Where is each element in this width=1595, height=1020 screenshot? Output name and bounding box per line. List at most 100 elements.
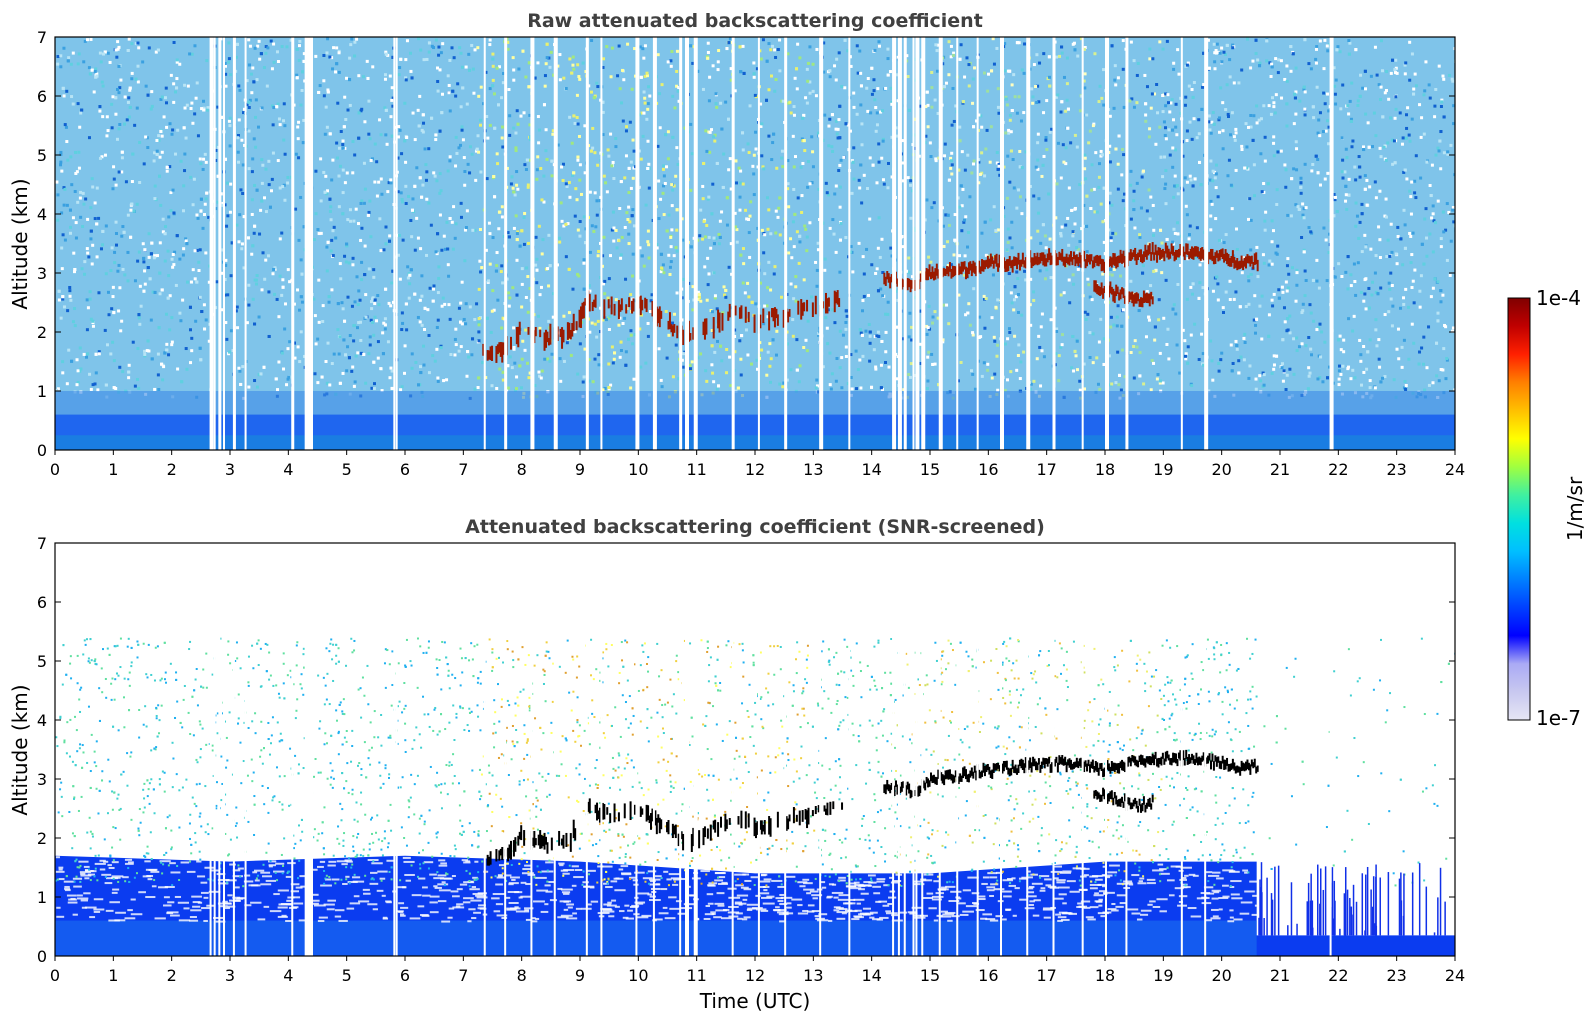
raw-noise-speckle (350, 304, 354, 308)
raw-noise-speckle (1316, 157, 1320, 161)
raw-noise-speckle (121, 370, 125, 374)
raw-noise-speckle (996, 167, 1000, 171)
raw-noise-speckle (633, 47, 637, 51)
raw-noise-speckle (1304, 344, 1308, 348)
raw-noise-speckle (413, 184, 417, 188)
raw-noise-speckle (1222, 310, 1225, 314)
raw-noise-speckle (950, 172, 954, 176)
raw-noise-speckle (846, 382, 850, 386)
raw-noise-speckle (814, 386, 818, 390)
raw-noise-speckle (1262, 182, 1266, 186)
raw-noise-speckle (1006, 154, 1010, 158)
raw-noise-speckle (859, 71, 863, 75)
raw-noise-speckle (83, 260, 87, 264)
raw-noise-speckle (91, 324, 95, 328)
raw-noise-speckle (619, 253, 623, 257)
raw-noise-speckle (438, 191, 442, 195)
raw-noise-speckle (623, 176, 627, 180)
raw-noise-speckle (1191, 282, 1195, 286)
raw-noise-speckle (356, 351, 360, 355)
raw-noise-speckle (91, 243, 95, 247)
raw-noise-speckle (1309, 230, 1313, 234)
raw-noise-speckle (515, 258, 519, 262)
raw-noise-speckle (1400, 345, 1404, 349)
raw-noise-speckle (829, 387, 833, 391)
raw-noise-speckle (321, 319, 325, 323)
raw-noise-speckle (1092, 187, 1096, 191)
raw-noise-speckle (330, 178, 334, 182)
raw-noise-speckle (617, 239, 621, 243)
raw-noise-speckle (184, 136, 188, 140)
raw-noise-speckle (459, 201, 463, 205)
raw-noise-speckle (669, 245, 673, 249)
raw-noise-speckle (967, 230, 971, 234)
raw-noise-speckle (844, 327, 848, 331)
raw-noise-speckle (421, 113, 425, 117)
raw-noise-speckle (198, 346, 202, 350)
raw-noise-speckle (1038, 61, 1042, 65)
raw-noise-speckle (884, 350, 888, 354)
raw-noise-speckle (1422, 335, 1426, 339)
raw-noise-speckle (1446, 150, 1450, 154)
raw-noise-speckle (1254, 323, 1258, 327)
raw-noise-speckle (859, 84, 863, 88)
raw-noise-speckle (877, 335, 881, 339)
raw-noise-speckle (328, 55, 332, 59)
raw-noise-speckle (1267, 104, 1271, 108)
raw-noise-speckle (827, 144, 831, 148)
raw-noise-speckle (524, 167, 528, 171)
raw-noise-speckle (520, 282, 524, 286)
raw-noise-speckle (562, 359, 566, 363)
raw-noise-speckle (1338, 334, 1342, 338)
raw-noise-speckle (1083, 46, 1087, 50)
raw-noise-speckle (1161, 381, 1165, 385)
raw-noise-speckle (189, 106, 193, 110)
raw-noise-speckle (171, 265, 175, 269)
raw-noise-speckle (117, 309, 121, 313)
raw-noise-speckle (1243, 340, 1247, 344)
raw-noise-speckle (1379, 97, 1383, 101)
raw-noise-speckle (1207, 66, 1211, 70)
raw-noise-speckle (418, 298, 422, 302)
raw-noise-speckle (765, 304, 769, 308)
raw-noise-speckle (1299, 176, 1303, 180)
raw-noise-speckle (1277, 296, 1281, 300)
raw-noise-speckle (182, 209, 186, 213)
raw-noise-speckle (926, 379, 930, 383)
raw-noise-speckle (1247, 279, 1251, 283)
raw-noise-speckle (1016, 310, 1020, 314)
raw-noise-speckle (369, 300, 373, 304)
raw-noise-speckle (1360, 202, 1364, 206)
raw-noise-speckle (1101, 272, 1105, 276)
raw-noise-speckle (711, 182, 715, 186)
raw-noise-speckle (99, 60, 103, 64)
raw-noise-speckle (407, 194, 411, 198)
raw-noise-speckle (325, 192, 329, 196)
raw-noise-speckle (454, 94, 458, 98)
raw-noise-speckle (1153, 325, 1157, 329)
raw-noise-speckle (1200, 332, 1204, 336)
raw-noise-speckle (873, 335, 877, 339)
raw-noise-speckle (1032, 63, 1036, 67)
raw-noise-speckle (68, 294, 72, 298)
raw-noise-speckle (282, 183, 286, 187)
raw-noise-speckle (195, 248, 199, 252)
raw-noise-speckle (930, 86, 934, 90)
raw-noise-speckle (1016, 277, 1020, 281)
raw-noise-speckle (302, 118, 306, 122)
raw-noise-speckle (833, 192, 837, 196)
raw-noise-speckle (264, 51, 268, 55)
raw-noise-speckle (1315, 328, 1319, 332)
raw-noise-speckle (143, 248, 147, 252)
raw-noise-speckle (247, 167, 251, 171)
raw-noise-speckle (606, 296, 610, 300)
raw-noise-speckle (989, 125, 993, 129)
raw-noise-speckle (1409, 261, 1413, 265)
raw-noise-speckle (632, 377, 636, 381)
raw-noise-speckle (84, 197, 88, 201)
raw-noise-speckle (1150, 92, 1154, 96)
raw-noise-speckle (1097, 185, 1101, 189)
raw-noise-speckle (345, 76, 349, 80)
raw-noise-speckle (167, 274, 171, 278)
raw-noise-speckle (1427, 325, 1431, 329)
